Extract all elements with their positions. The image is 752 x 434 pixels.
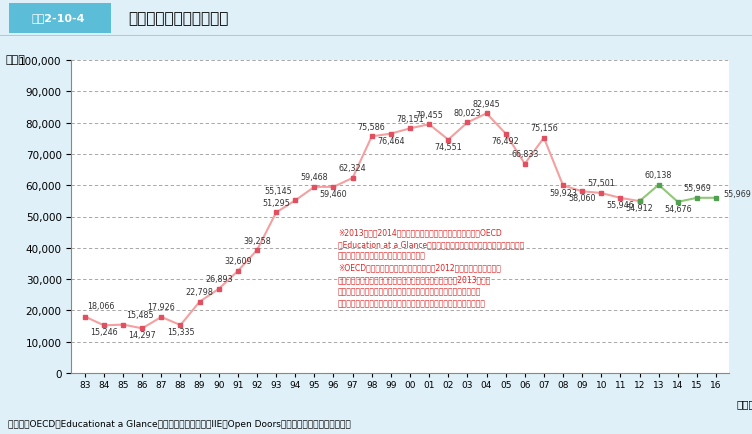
Text: 54,676: 54,676 [664,204,692,214]
Text: 75,586: 75,586 [358,122,386,132]
Text: 51,295: 51,295 [262,198,290,207]
Text: 図表2-10-4: 図表2-10-4 [32,13,86,23]
Text: 62,324: 62,324 [339,164,366,173]
Text: 59,468: 59,468 [301,173,328,182]
Text: （出典）OECD「Educationat a Glance」，ユネスコ統計局，IIE「Open Doors」，中国教育部，台湾教育部: （出典）OECD「Educationat a Glance」，ユネスコ統計局，I… [8,419,350,427]
Text: 32,609: 32,609 [224,257,252,266]
Text: 15,485: 15,485 [126,310,153,319]
Text: 日本人の海外留学の状況: 日本人の海外留学の状況 [128,11,228,26]
Text: 22,798: 22,798 [186,287,214,296]
Text: 80,023: 80,023 [453,108,481,118]
Text: 76,464: 76,464 [377,136,405,145]
Text: 55,145: 55,145 [265,186,293,195]
Text: 59,460: 59,460 [320,190,347,198]
Text: 14,297: 14,297 [129,331,156,340]
Text: 57,501: 57,501 [587,179,615,188]
Text: 18,066: 18,066 [87,301,115,310]
Text: 82,945: 82,945 [473,99,500,108]
Text: 39,258: 39,258 [243,236,271,245]
Text: 78,151: 78,151 [396,115,424,124]
Y-axis label: （人）: （人） [5,55,26,65]
Text: 60,138: 60,138 [645,171,672,180]
Text: 26,893: 26,893 [205,275,232,284]
Text: 55,946: 55,946 [607,201,634,210]
Text: 74,551: 74,551 [435,142,462,151]
Text: 79,455: 79,455 [415,110,443,119]
Text: 66,833: 66,833 [511,150,538,159]
FancyBboxPatch shape [9,3,111,34]
Text: 58,060: 58,060 [569,194,596,203]
Text: 54,912: 54,912 [626,204,653,213]
Text: 59,923: 59,923 [549,188,577,197]
Text: 17,926: 17,926 [147,302,175,312]
Text: 76,492: 76,492 [492,136,520,145]
Text: 75,156: 75,156 [530,124,558,133]
Text: 55,969: 55,969 [723,189,750,198]
Text: 15,335: 15,335 [167,327,194,336]
Text: 15,246: 15,246 [90,328,118,337]
Text: 55,969: 55,969 [683,184,711,193]
Text: （年）: （年） [737,399,752,408]
